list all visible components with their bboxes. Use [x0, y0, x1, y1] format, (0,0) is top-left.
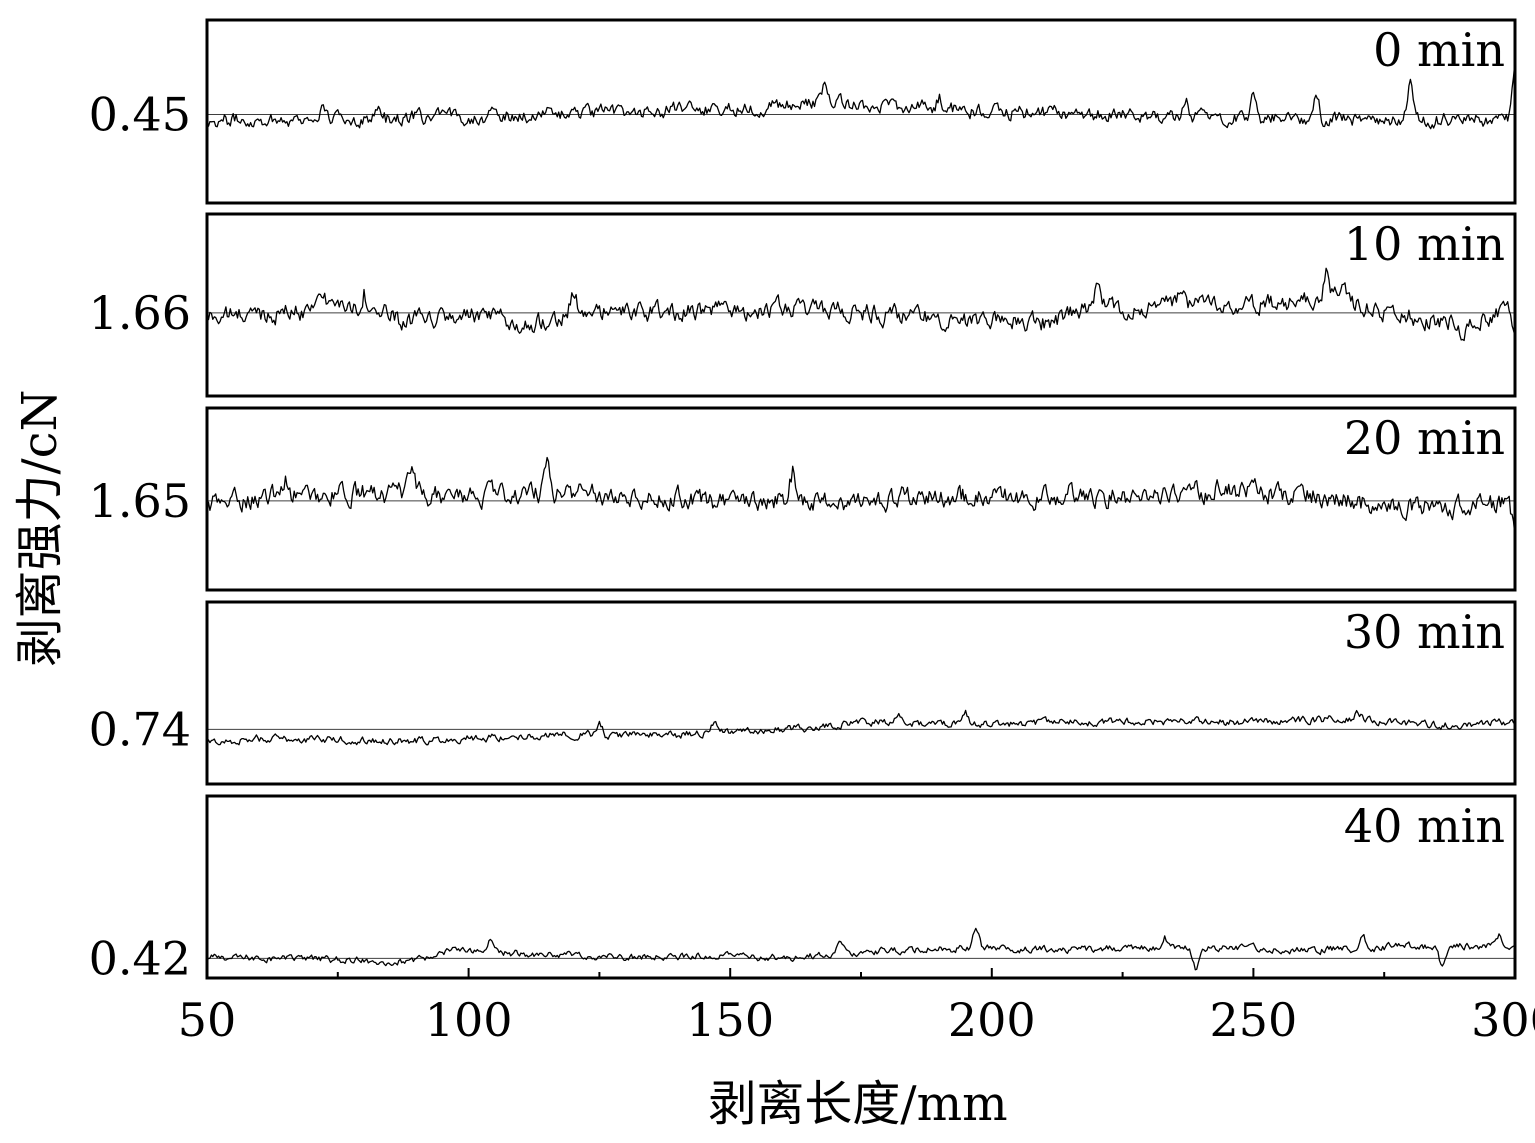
panel-4: 40 min 0.42 [89, 794, 1517, 985]
panel-label: 30 min [1344, 605, 1505, 659]
x-tick-label: 150 [686, 993, 774, 1047]
panel-2: 20 min 1.65 [89, 406, 1517, 592]
y-tick-label: 0.42 [89, 931, 191, 985]
y-tick-label: 1.66 [89, 286, 191, 340]
x-axis-title: 剥离长度/mm [708, 1076, 1007, 1132]
panel-frame [205, 406, 1517, 592]
panel-frame [205, 212, 1517, 398]
panel-0: 0 min 0.45 [89, 18, 1517, 205]
panel-label: 40 min [1344, 799, 1505, 853]
y-tick-label: 1.65 [89, 474, 191, 528]
x-tick-label: 250 [1209, 993, 1297, 1047]
panel-frame [205, 794, 1517, 980]
panel-frame [205, 18, 1517, 205]
panel-frame [205, 600, 1517, 786]
panels-group: 0 min 0.45 10 min 1.66 20 min 1.65 30 min 0.74 4… [89, 18, 1517, 985]
x-axis: 50 100 150 200 250 300 [178, 968, 1535, 1047]
series-trace [206, 60, 1516, 130]
x-tick-label: 200 [948, 993, 1036, 1047]
x-tick-label: 300 [1471, 993, 1535, 1047]
panel-label: 20 min [1344, 411, 1505, 465]
series-trace [206, 927, 1516, 971]
series-trace [206, 267, 1516, 342]
panel-3: 30 min 0.74 [89, 600, 1517, 786]
panel-label: 10 min [1344, 217, 1505, 271]
x-tick-label: 100 [425, 993, 513, 1047]
panel-1: 10 min 1.66 [89, 212, 1517, 398]
x-tick-label: 50 [178, 993, 237, 1047]
series-trace [206, 709, 1516, 746]
y-axis-title: 剥离强力/cN [12, 389, 68, 666]
panel-label: 0 min [1373, 23, 1505, 77]
series-trace [206, 456, 1516, 538]
y-tick-label: 0.74 [89, 702, 191, 756]
y-tick-label: 0.45 [89, 87, 191, 141]
